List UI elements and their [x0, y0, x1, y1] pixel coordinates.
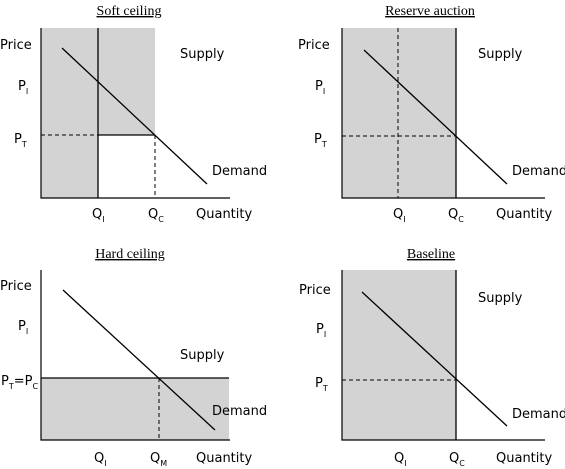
axes: [40, 28, 230, 199]
price-axis-label: Price: [299, 283, 331, 298]
supply-label: Supply: [478, 47, 523, 62]
quantity-label-qi: QI: [92, 207, 105, 224]
price-label-pi: PI: [18, 79, 28, 96]
demand-curve: [62, 289, 216, 431]
price-axis-label: Price: [0, 279, 32, 294]
price-label-pt: PT: [315, 376, 328, 393]
price-label-pt-pc: PT=PC: [1, 374, 38, 391]
shaded-region-left: [41, 28, 98, 198]
demand-curve: [61, 47, 208, 185]
quantity-label-qi: QI: [94, 451, 107, 468]
supply-label: Supply: [180, 348, 225, 363]
quantity-axis-label: Quantity: [496, 451, 552, 466]
axes: [341, 28, 545, 199]
demand-label: Demand: [212, 404, 267, 419]
shaded-region: [342, 28, 456, 198]
price-label-pi: PI: [18, 319, 28, 336]
shaded-region-top: [98, 28, 155, 135]
quantity-label-qi: QI: [394, 451, 407, 468]
price-axis-label: Price: [0, 38, 32, 53]
quantity-label-qc: QC: [449, 451, 465, 468]
quantity-label-qc: QC: [148, 207, 164, 224]
demand-label: Demand: [512, 407, 565, 422]
quantity-label-qc: QC: [448, 207, 464, 224]
price-label-pi: PI: [316, 322, 326, 339]
quantity-label-qm: QM: [150, 451, 167, 468]
price-axis-label: Price: [298, 38, 330, 53]
quantity-axis-label: Quantity: [496, 207, 552, 222]
quantity-label-qi: QI: [393, 207, 406, 224]
panel-title: Soft ceiling: [97, 4, 162, 19]
quantity-axis-label: Quantity: [196, 207, 252, 222]
demand-curve: [363, 49, 508, 185]
price-label-pt: PT: [314, 132, 327, 149]
panel-title: Reserve auction: [385, 4, 475, 19]
axes: [341, 270, 545, 441]
panel-reserve-auction: Reserve auction Price Supply Demand Quan…: [298, 4, 565, 224]
price-label-pi: PI: [315, 79, 325, 96]
quantity-axis-label: Quantity: [196, 451, 252, 466]
demand-curve: [361, 291, 508, 427]
shaded-region: [41, 378, 229, 440]
supply-label: Supply: [478, 291, 523, 306]
panel-soft-ceiling: Soft ceiling Price Supply Demand Quantit…: [0, 4, 267, 224]
price-label-pt: PT: [14, 132, 27, 149]
supply-label: Supply: [180, 47, 225, 62]
shaded-region: [342, 270, 456, 440]
demand-label: Demand: [212, 164, 267, 179]
axes: [40, 270, 230, 441]
panel-title: Baseline: [407, 247, 455, 262]
panel-title: Hard ceiling: [95, 247, 165, 262]
panel-hard-ceiling: Hard ceiling Price Supply Demand Quantit…: [0, 247, 267, 468]
demand-label: Demand: [512, 164, 565, 179]
panel-baseline: Baseline Price Supply Demand Quantity PI…: [299, 247, 565, 468]
